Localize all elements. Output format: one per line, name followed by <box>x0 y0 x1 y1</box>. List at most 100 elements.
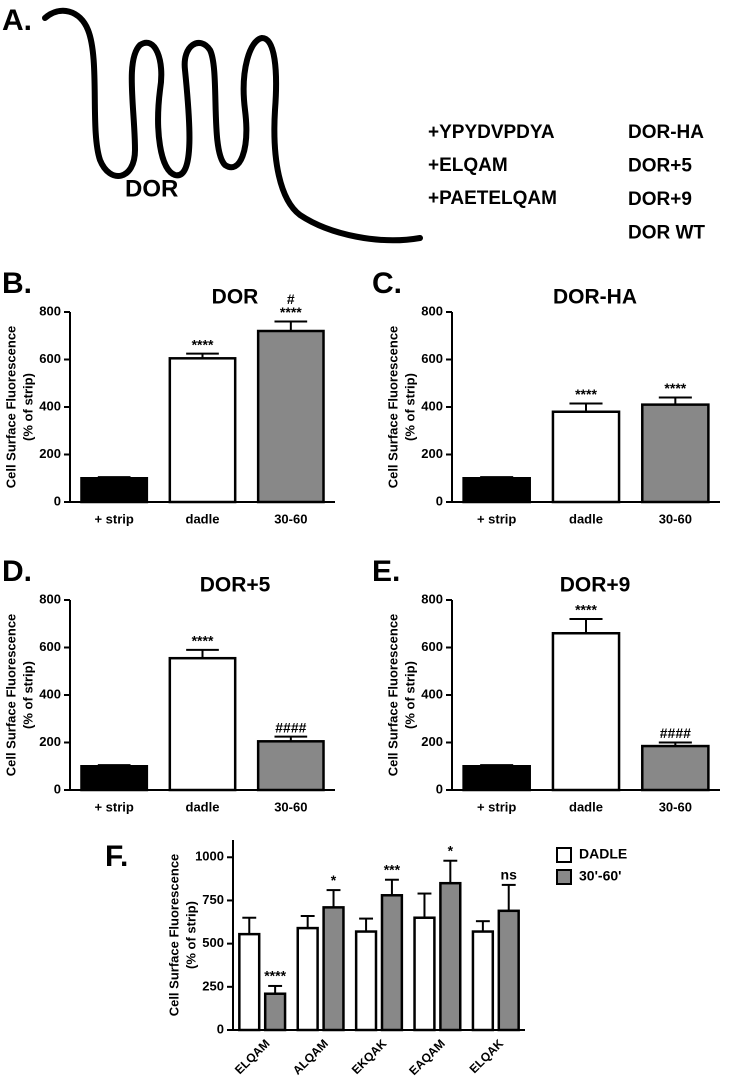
tag-sequence: +YPYDVPDYA <box>428 122 555 143</box>
bar <box>551 410 621 504</box>
panel-label: A. <box>2 4 32 37</box>
bar <box>354 930 378 1032</box>
receptor-label: DOR <box>125 175 178 202</box>
bar <box>80 765 149 792</box>
y-tick-label: 400 <box>421 398 443 413</box>
x-tick-label: dadle <box>186 511 220 526</box>
x-tick-label: 30-60 <box>274 511 307 526</box>
y-tick-label: 1000 <box>195 849 224 864</box>
x-tick-label: dadle <box>569 799 603 814</box>
construct-name: DOR+5 <box>628 156 692 177</box>
x-tick-label: 30-60 <box>274 799 307 814</box>
legend-swatch <box>556 847 572 863</box>
x-tick-label: 30-60 <box>659 511 692 526</box>
legend-swatch <box>556 869 572 885</box>
y-tick-label: 800 <box>39 303 61 318</box>
chart-title: DOR-HA <box>553 286 637 309</box>
y-tick-label: 200 <box>39 734 61 749</box>
y-axis-label: Cell Surface Fluorescence <box>3 326 18 489</box>
panel-label: E. <box>372 555 400 588</box>
y-tick-label: 600 <box>39 639 61 654</box>
bar <box>263 992 287 1032</box>
y-axis-label: (% of strip) <box>20 661 35 729</box>
significance-label: **** <box>575 386 597 402</box>
x-tick-label: 30-60 <box>659 799 692 814</box>
y-axis-label: (% of strip) <box>402 373 417 441</box>
y-tick-label: 0 <box>54 493 61 508</box>
panel-label: F. <box>105 840 128 873</box>
bar <box>462 765 531 792</box>
legend-label: DADLE <box>579 846 627 862</box>
panel-label: D. <box>2 555 32 588</box>
tag-sequence: +ELQAM <box>428 155 508 176</box>
significance-label: ns <box>501 867 518 883</box>
y-tick-label: 800 <box>39 591 61 606</box>
significance-label: **** <box>575 602 597 618</box>
y-tick-label: 250 <box>202 978 224 993</box>
receptor-drawing <box>42 7 423 244</box>
panel-label: B. <box>2 267 32 300</box>
significance-label: #### <box>275 719 306 735</box>
bar <box>322 906 345 1032</box>
bar <box>238 932 261 1032</box>
x-tick-label: + strip <box>477 511 516 526</box>
bar <box>80 477 149 504</box>
legend-label: 30'-60' <box>579 868 621 884</box>
x-tick-label: ALQAM <box>290 1036 331 1077</box>
bar <box>641 744 710 792</box>
x-tick-label: dadle <box>569 511 603 526</box>
significance-label: **** <box>664 380 686 396</box>
y-axis-label: Cell Surface Fluorescence <box>385 326 400 489</box>
bar <box>439 881 462 1032</box>
y-tick-label: 0 <box>54 781 61 796</box>
y-tick-label: 600 <box>421 351 443 366</box>
significance-label: #### <box>660 725 691 741</box>
bar <box>462 477 531 504</box>
x-tick-label: EKQAK <box>349 1036 390 1077</box>
significance-label: **** <box>264 968 286 984</box>
y-tick-label: 200 <box>421 734 443 749</box>
significance-label: # <box>287 291 295 307</box>
y-tick-label: 800 <box>421 591 443 606</box>
y-tick-label: 400 <box>421 686 443 701</box>
significance-label: **** <box>192 633 214 649</box>
y-axis-label: (% of strip) <box>402 661 417 729</box>
chart-title: DOR <box>212 286 259 309</box>
construct-name: DOR-HA <box>628 122 704 143</box>
y-tick-label: 0 <box>436 781 443 796</box>
x-tick-label: ELQAK <box>467 1036 507 1076</box>
y-tick-label: 400 <box>39 398 61 413</box>
bar <box>296 926 319 1032</box>
chart-title: DOR+5 <box>200 574 271 597</box>
bar <box>168 656 237 792</box>
panel-label: C. <box>372 267 402 300</box>
y-tick-label: 400 <box>39 686 61 701</box>
significance-label: **** <box>280 304 302 320</box>
x-tick-label: ELQAM <box>232 1036 273 1077</box>
bar <box>413 916 436 1032</box>
y-tick-label: 0 <box>436 493 443 508</box>
y-tick-label: 500 <box>202 935 224 950</box>
bar <box>497 909 520 1032</box>
x-tick-label: EAQAM <box>406 1036 447 1077</box>
y-tick-label: 750 <box>202 892 224 907</box>
bar <box>256 329 325 504</box>
tag-sequence: +PAETELQAM <box>428 188 557 209</box>
bar <box>256 740 325 792</box>
x-tick-label: + strip <box>94 799 133 814</box>
bar <box>551 632 621 792</box>
y-axis-label: Cell Surface Fluorescence <box>3 614 18 777</box>
x-tick-label: + strip <box>94 511 133 526</box>
x-tick-label: dadle <box>186 799 220 814</box>
significance-label: *** <box>384 861 401 877</box>
x-tick-label: + strip <box>477 799 516 814</box>
y-tick-label: 200 <box>421 446 443 461</box>
y-axis-label: (% of strip) <box>20 373 35 441</box>
bar <box>471 930 495 1032</box>
chart-title: DOR+9 <box>560 574 631 597</box>
y-tick-label: 200 <box>39 446 61 461</box>
construct-name: DOR WT <box>628 223 705 244</box>
y-axis-label: (% of strip) <box>183 901 198 969</box>
significance-label: * <box>448 842 454 858</box>
y-tick-label: 0 <box>217 1021 224 1036</box>
